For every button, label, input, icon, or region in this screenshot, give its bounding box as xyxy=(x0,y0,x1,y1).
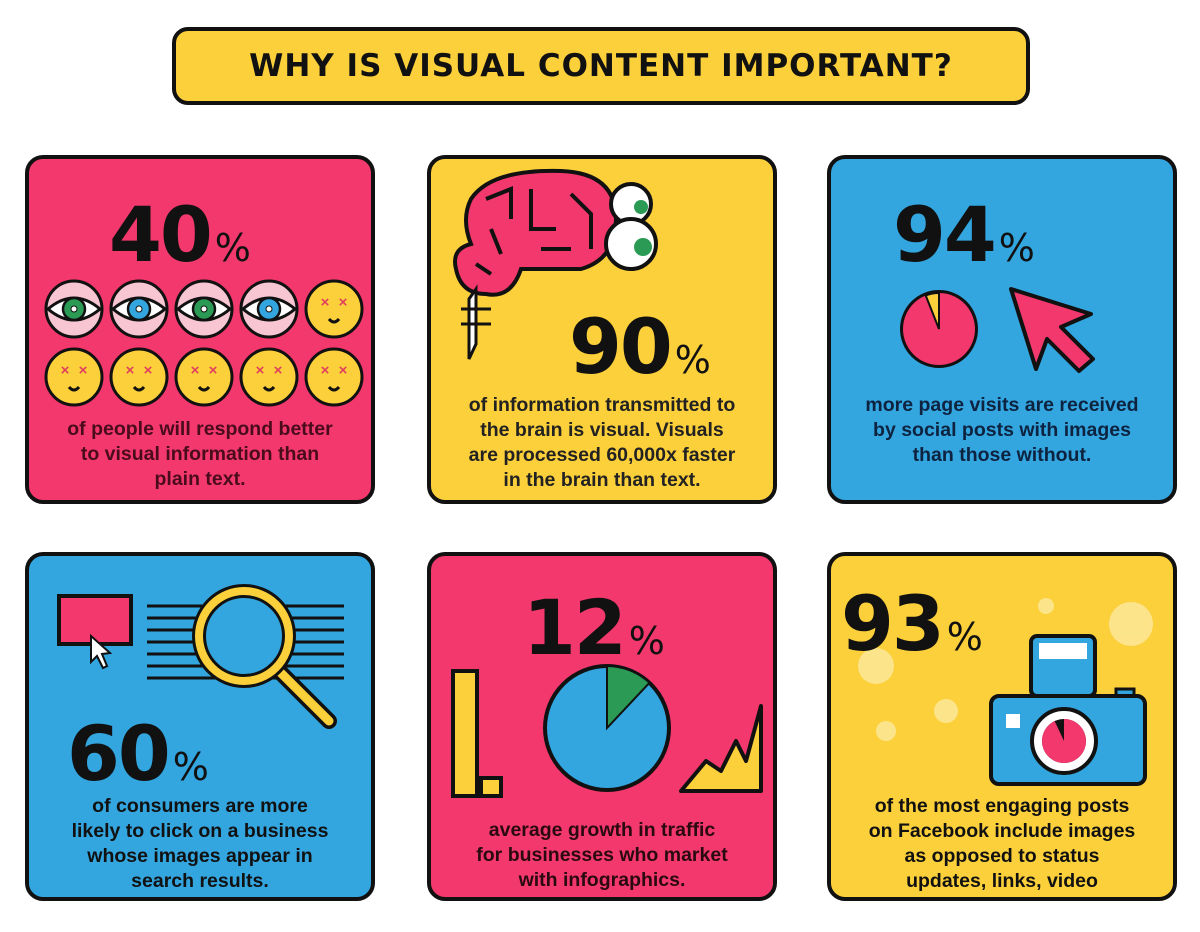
stat-unit: % xyxy=(628,619,665,663)
svg-text:×: × xyxy=(191,362,200,379)
desc-line: with infographics. xyxy=(518,869,686,891)
desc-line: likely to click on a business xyxy=(71,820,329,842)
stat-unit: % xyxy=(172,745,209,789)
svg-text:×: × xyxy=(126,362,135,379)
desc-line: for businesses who market xyxy=(476,844,728,866)
pie-slice xyxy=(901,290,977,367)
stat-value: 90% xyxy=(569,309,711,385)
stat-number: 60 xyxy=(67,709,171,798)
stat-number: 40 xyxy=(109,190,213,279)
stat-description: more page visits are received by social … xyxy=(831,393,1173,468)
stat-number: 90 xyxy=(569,302,673,391)
growth-charts-icon xyxy=(451,664,763,798)
pie-chart-icon xyxy=(543,664,671,792)
pie-slice xyxy=(606,664,651,731)
eye-icon xyxy=(109,279,169,339)
desc-line: search results. xyxy=(131,870,269,892)
svg-text:×: × xyxy=(144,362,153,379)
stat-unit: % xyxy=(998,226,1035,270)
desc-line: than those without. xyxy=(912,444,1092,466)
stat-number: 93 xyxy=(841,579,945,668)
page-title: WHY IS VISUAL CONTENT IMPORTANT? xyxy=(249,48,953,84)
stat-card-40: 40% × × × × × × × × × × × × of people will respond … xyxy=(25,155,375,504)
eyes-and-dizzy-faces-icon: × ×× × × × × × × × × × xyxy=(44,279,364,407)
desc-line: to visual information than xyxy=(80,443,320,465)
svg-text:×: × xyxy=(274,362,283,379)
svg-text:×: × xyxy=(339,294,348,311)
svg-text:×: × xyxy=(79,362,88,379)
stat-unit: % xyxy=(674,338,711,382)
dizzy-face-icon: × × xyxy=(44,347,104,407)
stat-value: 94% xyxy=(893,197,1035,273)
stat-description: of the most engaging posts on Facebook i… xyxy=(831,794,1173,894)
svg-text:×: × xyxy=(256,362,265,379)
stat-unit: % xyxy=(946,615,983,659)
mountain-chart-icon xyxy=(679,704,763,793)
desc-line: the brain is visual. Visuals xyxy=(480,419,724,441)
svg-text:×: × xyxy=(61,362,70,379)
title-banner: WHY IS VISUAL CONTENT IMPORTANT? xyxy=(172,27,1030,105)
stat-value: 40% xyxy=(109,197,251,273)
desc-line: are processed 60,000x faster xyxy=(468,444,736,466)
stat-description: average growth in traffic for businesses… xyxy=(431,818,773,893)
cursor-arrow-icon xyxy=(1009,287,1095,373)
search-results-magnifier-icon xyxy=(57,584,344,729)
desc-line: on Facebook include images xyxy=(868,820,1136,842)
eye-icon xyxy=(239,279,299,339)
desc-line: of information transmitted to xyxy=(468,394,736,416)
dizzy-face-icon: × × xyxy=(109,347,169,407)
desc-line: in the brain than text. xyxy=(503,469,701,491)
stat-unit: % xyxy=(214,226,251,270)
stat-card-94: 94% more page visits are received by soc… xyxy=(827,155,1177,504)
sparkle-icon xyxy=(858,598,1153,741)
stat-description: of information transmitted to the brain … xyxy=(431,393,773,493)
svg-text:×: × xyxy=(321,294,330,311)
dizzy-face-icon: × × xyxy=(304,347,364,407)
stat-value: 12% xyxy=(523,590,665,666)
desc-line: updates, links, video xyxy=(906,870,1098,892)
desc-line: of people will respond better xyxy=(67,418,333,440)
svg-text:×: × xyxy=(339,362,348,379)
stat-number: 94 xyxy=(893,190,997,279)
lens-pie-icon xyxy=(1042,719,1086,763)
desc-line: of the most engaging posts xyxy=(874,795,1130,817)
desc-line: as opposed to status xyxy=(904,845,1100,867)
desc-line: whose images appear in xyxy=(87,845,313,867)
svg-text:×: × xyxy=(321,362,330,379)
tall-bar-icon xyxy=(451,669,479,798)
eye-icon xyxy=(174,279,234,339)
dizzy-face-icon: × × xyxy=(174,347,234,407)
desc-line: by social posts with images xyxy=(873,419,1131,441)
desc-line: average growth in traffic xyxy=(488,819,716,841)
pie-chart-icon xyxy=(900,290,978,368)
brain-with-eyes-icon xyxy=(453,168,658,360)
pie-slice xyxy=(1042,719,1086,763)
stat-card-12: 12% average growth in traffic for busine… xyxy=(427,552,777,901)
stat-description: of consumers are more likely to click on… xyxy=(29,794,371,894)
short-bar-icon xyxy=(479,776,503,798)
stat-card-93: 93% of the most engaging posts on Facebo… xyxy=(827,552,1177,901)
stat-card-60: 60% of consumers are more likely to clic… xyxy=(25,552,375,901)
eye-icon xyxy=(44,279,104,339)
camera-icon xyxy=(858,598,1153,786)
stat-value: 60% xyxy=(67,716,209,792)
dizzy-face-icon: × × xyxy=(239,347,299,407)
dizzy-face-icon: × × xyxy=(304,279,364,339)
desc-line: more page visits are received xyxy=(865,394,1139,416)
stat-value: 93% xyxy=(841,586,983,662)
stat-description: of people will respond better to visual … xyxy=(29,417,371,492)
svg-text:×: × xyxy=(209,362,218,379)
pie-and-cursor-icon xyxy=(900,287,1095,373)
stat-number: 12 xyxy=(523,583,627,672)
desc-line: of consumers are more xyxy=(92,795,308,817)
stat-card-90: 90% of information transmitted to the br… xyxy=(427,155,777,504)
desc-line: plain text. xyxy=(154,468,246,490)
